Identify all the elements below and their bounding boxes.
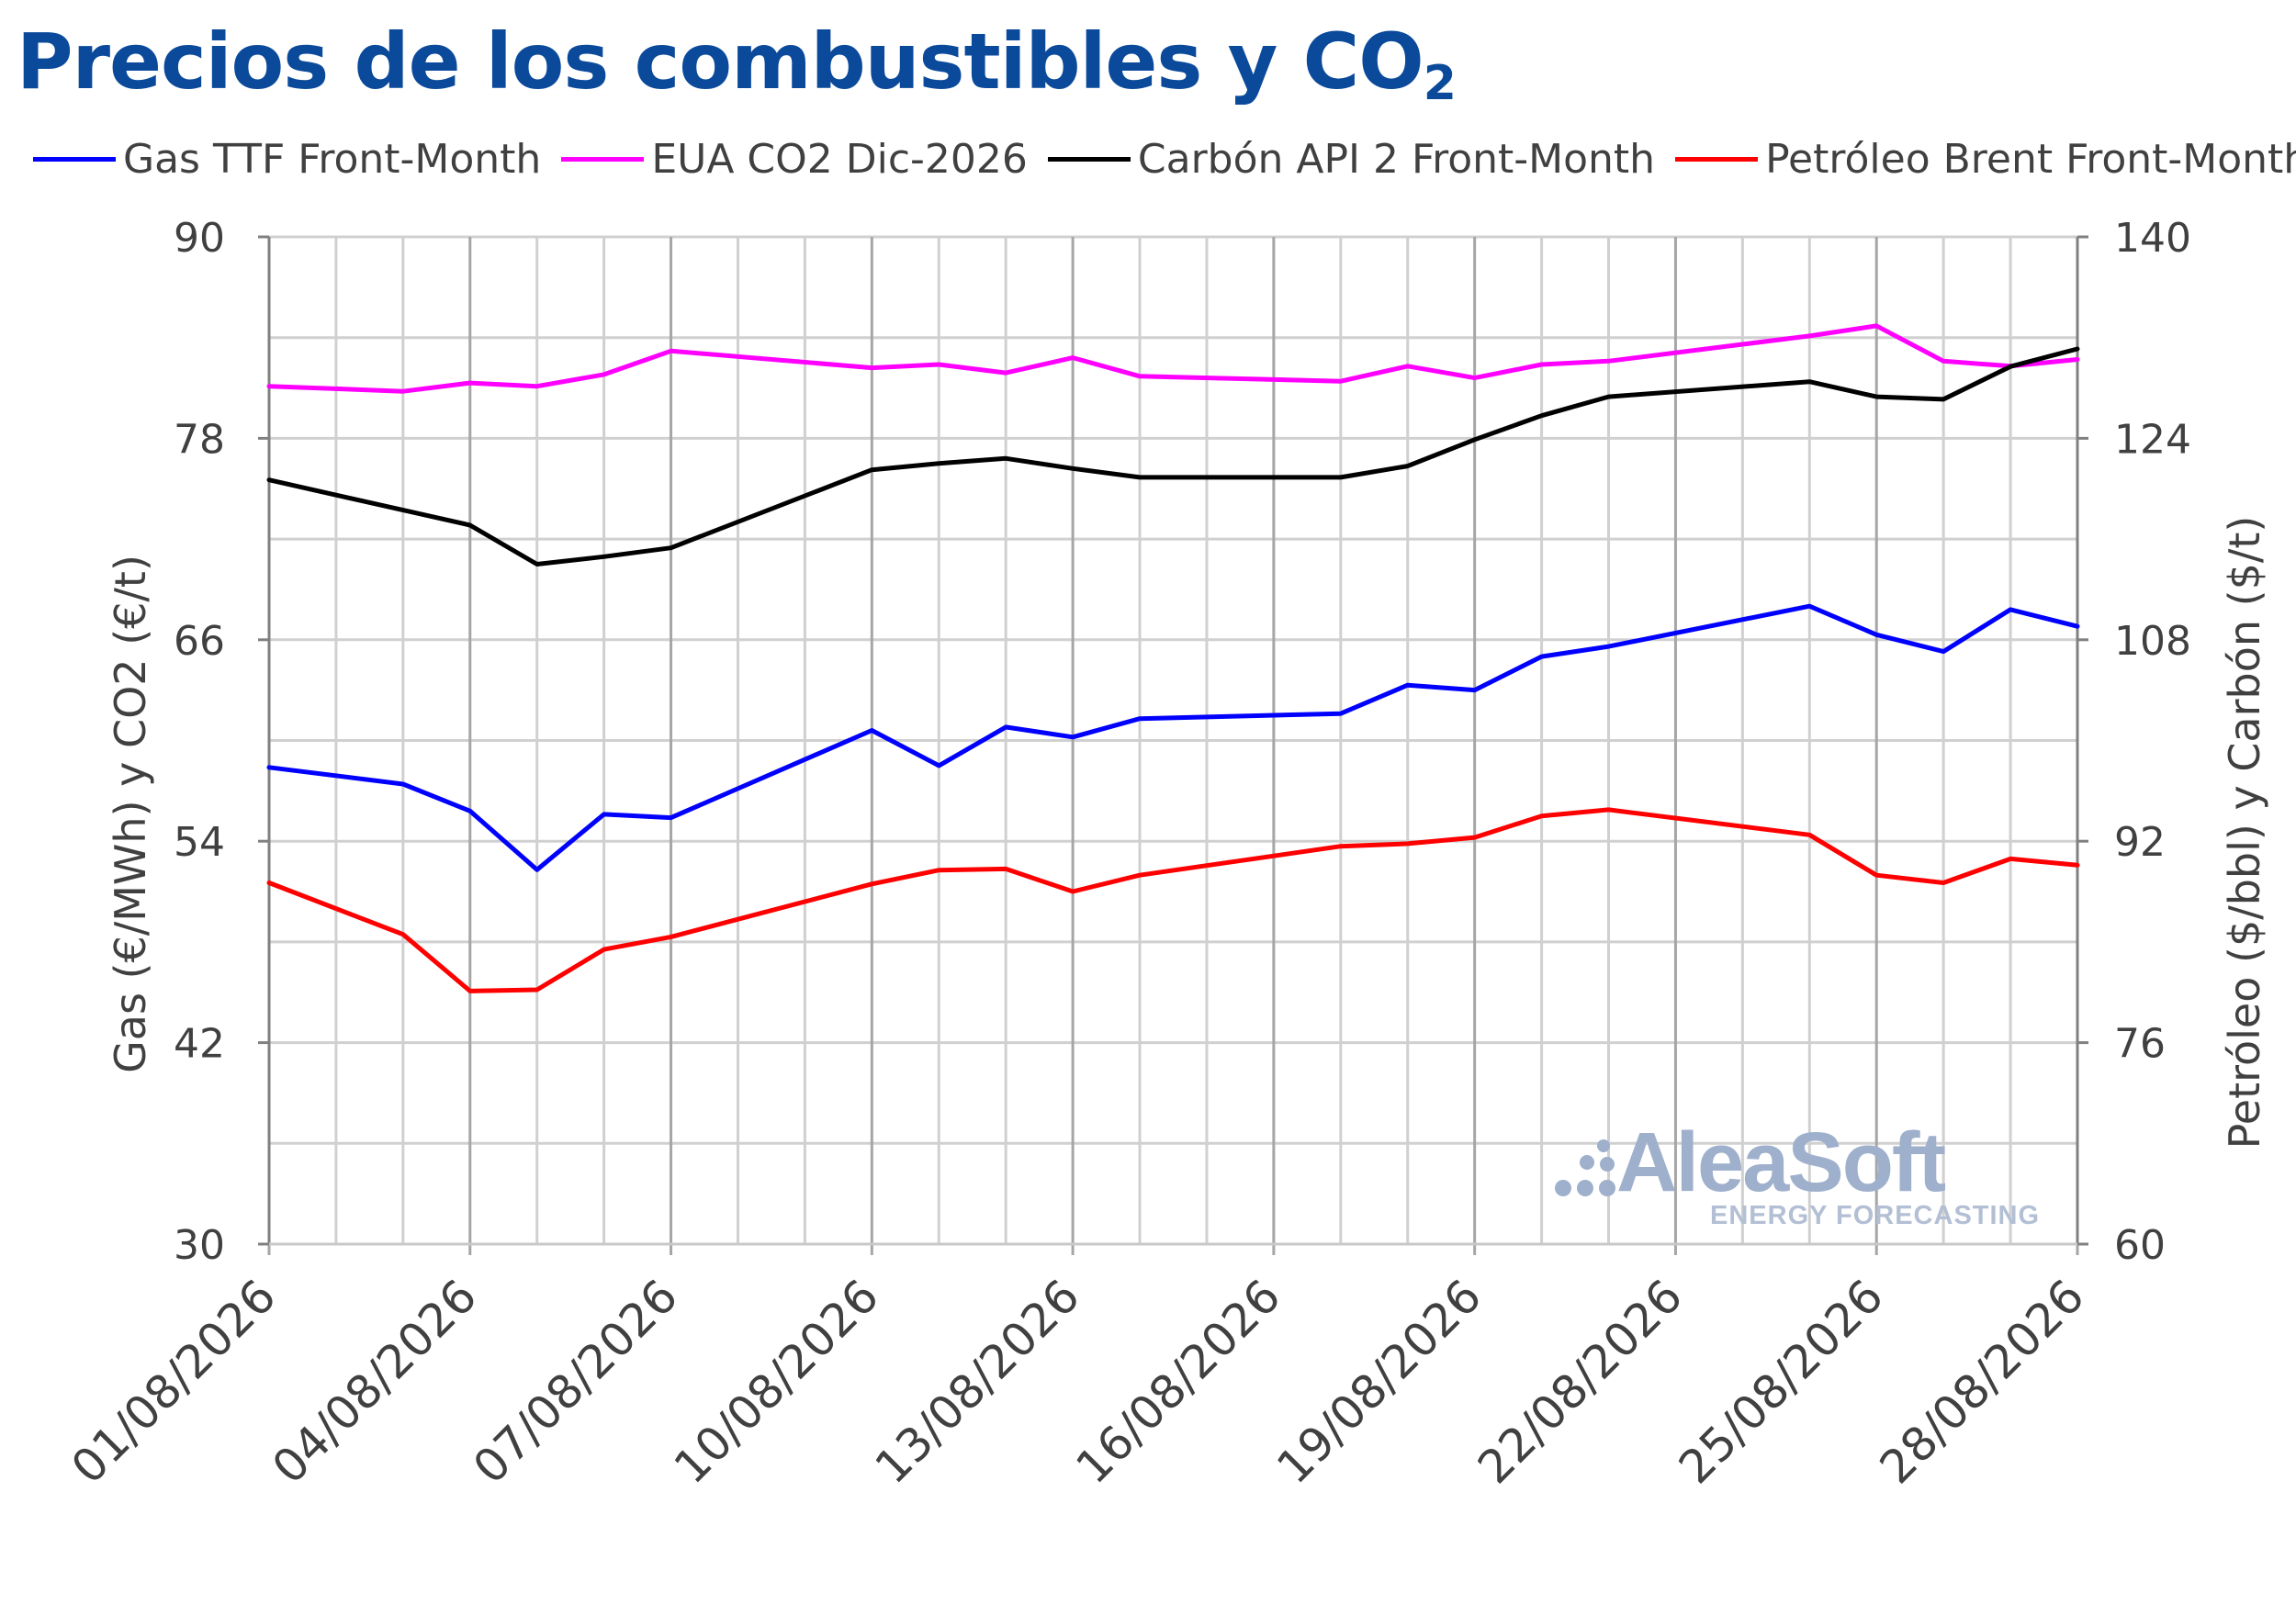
left-y-tick-label: 90: [174, 215, 225, 262]
left-y-tick-label: 78: [174, 416, 225, 463]
chart-title-main: Precios de los combustibles y CO: [17, 17, 1424, 107]
x-tick-label: 25/08/2026: [1669, 1269, 1894, 1494]
legend-swatch: [1047, 157, 1131, 162]
legend-label: Gas TTF Front-Month: [123, 136, 542, 183]
x-tick-label: 28/08/2026: [1870, 1269, 2095, 1494]
series-line-2: [266, 346, 2080, 566]
left-y-tick-label: 42: [174, 1021, 225, 1068]
left-y-tick-label: 54: [174, 819, 225, 866]
x-tick-label: 04/08/2026: [262, 1269, 487, 1494]
right-y-tick-label: 108: [2114, 618, 2191, 665]
left-y-tick-label: 66: [174, 618, 225, 665]
legend-item: Gas TTF Front-Month: [33, 136, 541, 183]
legend-item: Petróleo Brent Front-Month: [1675, 136, 2296, 183]
left-y-tick-label: 30: [174, 1222, 225, 1269]
legend-swatch: [1675, 157, 1759, 162]
legend-item: Carbón API 2 Front-Month: [1047, 136, 1656, 183]
x-tick-label: 13/08/2026: [865, 1269, 1090, 1494]
right-y-tick-label: 124: [2114, 416, 2191, 463]
x-tick-label: 07/08/2026: [463, 1269, 688, 1494]
legend-swatch: [561, 157, 645, 162]
right-axis-title: Petróleo ($/bbl) y Carbón ($/t): [2220, 516, 2269, 1150]
right-y-tick-label: 76: [2114, 1021, 2166, 1068]
right-y-tick-label: 60: [2114, 1222, 2166, 1269]
x-tick-label: 22/08/2026: [1468, 1269, 1693, 1494]
tick-labels: 90 78 66 54 42 30 140 124 108 92 76 60 01/08/202604/…: [62, 215, 2269, 1494]
legend-label: Carbón API 2 Front-Month: [1137, 136, 1656, 183]
series-line-0: [266, 603, 2080, 872]
axes: [258, 235, 2088, 1246]
right-y-tick-label: 92: [2114, 819, 2166, 866]
legend-item: EUA CO2 Dic-2026: [561, 136, 1028, 183]
x-tick-label: 19/08/2026: [1266, 1269, 1491, 1494]
legend-swatch: [33, 157, 116, 162]
series-line-1: [266, 323, 2080, 394]
series-line-3: [266, 807, 2080, 993]
x-tick-label: 10/08/2026: [664, 1269, 889, 1494]
right-y-tick-label: 140: [2114, 215, 2191, 262]
chart-title-subscript: 2: [1423, 56, 1457, 111]
x-tick-label: 01/08/2026: [62, 1269, 287, 1494]
legend-label: Petróleo Brent Front-Month: [1765, 136, 2296, 183]
grid: [267, 235, 2079, 1255]
legend-label: EUA CO2 Dic-2026: [651, 136, 1028, 183]
legend: Gas TTF Front-Month EUA CO2 Dic-2026 Carbó…: [33, 136, 2296, 183]
series-lines: [266, 323, 2080, 993]
x-tick-label: 16/08/2026: [1066, 1269, 1291, 1494]
left-axis-title: Gas (€/MWh) y CO2 (€/t): [106, 555, 155, 1073]
chart-title: Precios de los combustibles y CO2: [17, 17, 1457, 111]
